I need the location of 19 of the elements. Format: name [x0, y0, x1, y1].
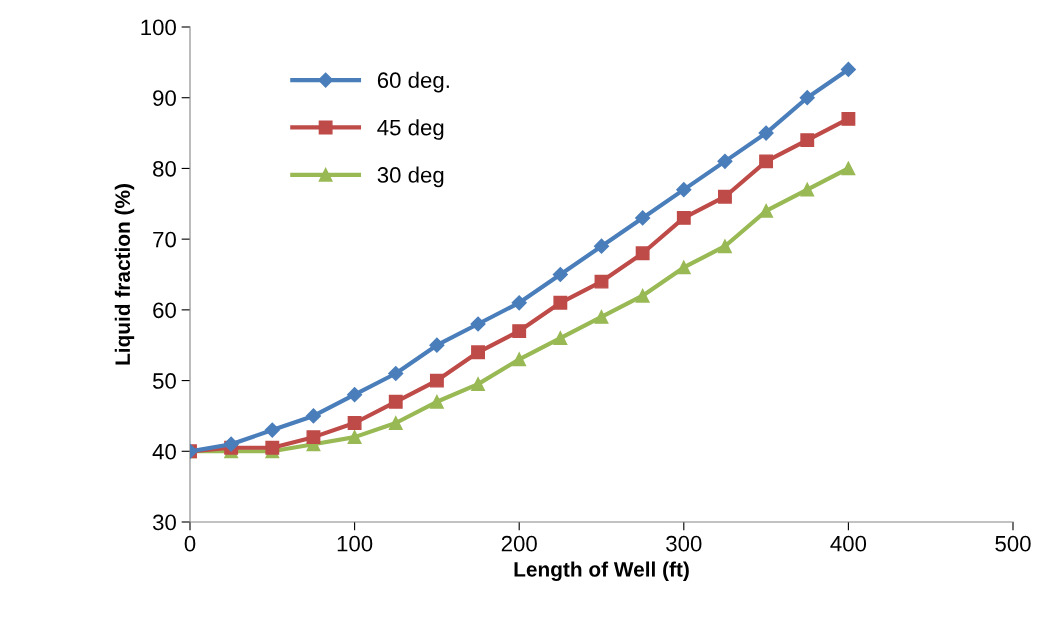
x-tick-label: 0 — [184, 535, 196, 552]
y-axis-title: Liquid fraction (%) — [114, 184, 135, 365]
x-tick-label: 300 — [666, 535, 702, 552]
y-tick-label: 50 — [152, 373, 176, 389]
legend-label: 45 deg — [377, 119, 444, 140]
x-tick-label: 100 — [337, 535, 373, 552]
y-tick-label: 90 — [153, 90, 176, 106]
y-tick-label: 70 — [153, 231, 176, 248]
x-axis-title: Length of Well (ft) — [514, 561, 689, 581]
x-tick-label: 400 — [830, 535, 867, 552]
legend-label: 30 deg — [377, 166, 444, 188]
x-tick-label: 500 — [995, 535, 1031, 552]
y-tick-label: 30 — [152, 514, 176, 531]
legend-label: 60 deg. — [377, 71, 449, 93]
y-tick-label: 40 — [152, 443, 176, 460]
y-tick-label: 80 — [153, 160, 176, 177]
x-tick-label: 200 — [501, 535, 537, 552]
y-tick-label: 100 — [141, 19, 176, 36]
y-tick-label: 60 — [153, 302, 176, 319]
